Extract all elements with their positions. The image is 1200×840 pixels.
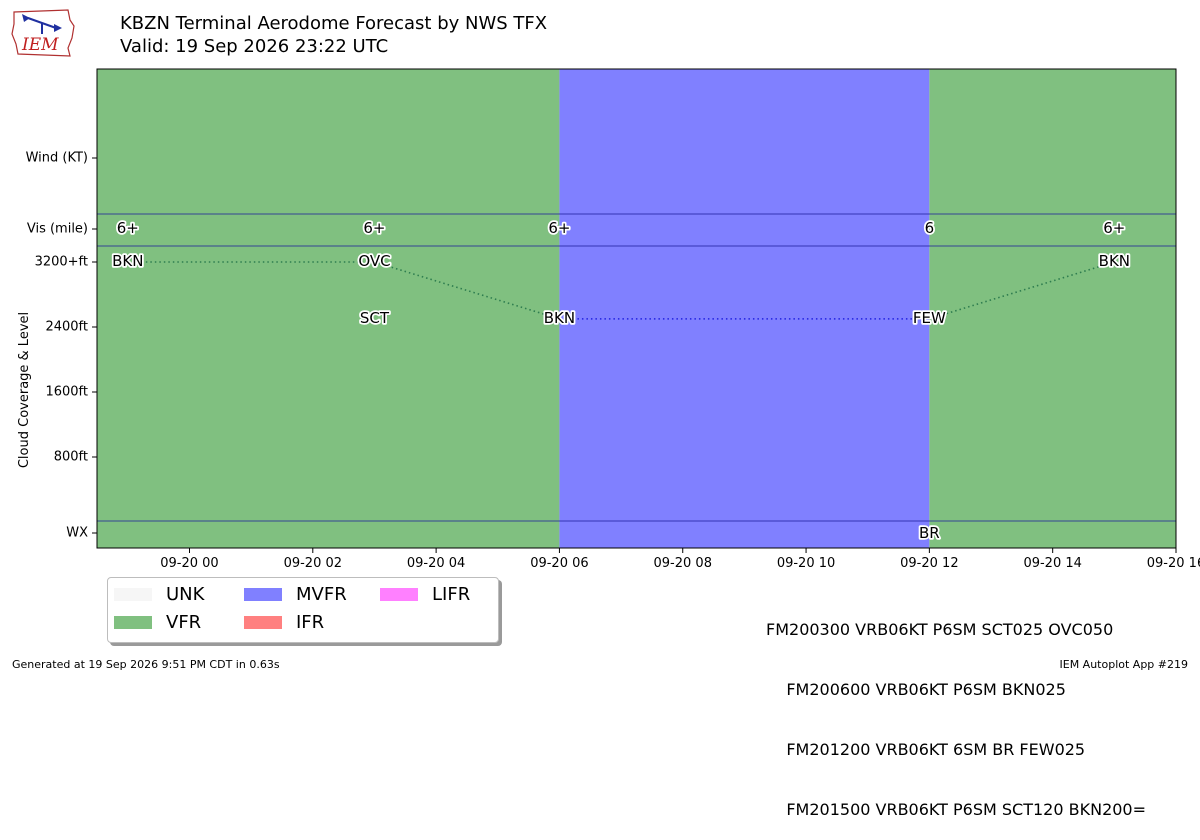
chart-valid-time: Valid: 19 Sep 2026 23:22 UTC bbox=[120, 36, 389, 57]
cloud-connector bbox=[929, 261, 1115, 320]
x-tick-label: 09-20 02 bbox=[284, 556, 342, 571]
taf-line: FM200600 VRB06KT P6SM BKN025 bbox=[766, 680, 1066, 699]
taf-line: FM201200 VRB06KT 6SM BR FEW025 bbox=[766, 740, 1086, 759]
cloud-cover-label: BKN bbox=[112, 252, 143, 270]
legend-swatch-unk bbox=[114, 588, 152, 601]
chart-title-block: KBZN Terminal Aerodome Forecast by NWS T… bbox=[120, 12, 547, 58]
x-tick-label: 09-20 04 bbox=[407, 556, 465, 571]
generated-footer: Generated at 19 Sep 2026 9:51 PM CDT in … bbox=[12, 658, 280, 671]
legend-label-lifr: LIFR bbox=[432, 584, 471, 605]
y-tick-label: 2400ft bbox=[45, 320, 88, 335]
cloud-cover-label: BKN bbox=[1099, 252, 1130, 270]
visibility-label: 6+ bbox=[1103, 219, 1125, 237]
legend-swatch-ifr bbox=[244, 616, 282, 629]
taf-line: FM200300 VRB06KT P6SM SCT025 OVC050 bbox=[766, 620, 1114, 639]
visibility-label: 6 bbox=[925, 219, 935, 237]
cloud-cover-label: BKN bbox=[544, 309, 575, 327]
flight-category-backgrounds bbox=[97, 69, 1176, 548]
legend-item-lifr: LIFR bbox=[380, 584, 470, 605]
x-tick-label: 09-20 06 bbox=[530, 556, 588, 571]
iem-logo: IEM bbox=[11, 9, 75, 57]
y-tick-label: WX bbox=[66, 526, 88, 541]
legend-swatch-vfr bbox=[114, 616, 152, 629]
plot-frame bbox=[96, 68, 1177, 549]
legend-item-mvfr: MVFR bbox=[244, 584, 347, 605]
forecast-labels: 6+ 6+ 6+ 6 6+ BKN OVC SCT BKN FEW BKN BR bbox=[110, 217, 1131, 544]
x-tick-label: 09-20 12 bbox=[900, 556, 958, 571]
legend-label-ifr: IFR bbox=[296, 612, 325, 633]
x-tick-label: 09-20 10 bbox=[777, 556, 835, 571]
visibility-label: 6+ bbox=[363, 219, 385, 237]
legend-label-unk: UNK bbox=[166, 584, 205, 605]
logo-text: IEM bbox=[21, 35, 59, 55]
legend-swatch-mvfr bbox=[244, 588, 282, 601]
visibility-label: 6+ bbox=[117, 219, 139, 237]
y-tick-label: 800ft bbox=[54, 450, 88, 465]
y-axis-label: Cloud Coverage & Level bbox=[17, 312, 32, 468]
weather-label: BR bbox=[919, 524, 940, 542]
legend-label-mvfr: MVFR bbox=[296, 584, 347, 605]
x-axis: 09-20 00 09-20 02 09-20 04 09-20 06 09-20 08… bbox=[160, 548, 1200, 571]
category-band-mvfr bbox=[559, 69, 930, 548]
legend: UNK VFR MVFR IFR LIFR bbox=[107, 577, 499, 643]
cloud-cover-label: SCT bbox=[360, 309, 390, 327]
y-tick-label: 3200+ft bbox=[35, 255, 88, 270]
legend-label-vfr: VFR bbox=[166, 612, 202, 633]
app-footer: IEM Autoplot App #219 bbox=[1059, 658, 1189, 671]
category-band-vfr bbox=[97, 69, 560, 548]
weather-instrument-icon bbox=[22, 14, 62, 34]
cloud-cover-label: OVC bbox=[358, 252, 390, 270]
cloud-connector-lines bbox=[127, 261, 1115, 320]
legend-item-unk: UNK bbox=[114, 584, 204, 605]
row-separators bbox=[97, 213, 1176, 522]
category-band-vfr bbox=[929, 69, 1176, 548]
taf-line: FM201500 VRB06KT P6SM SCT120 BKN200= bbox=[766, 800, 1147, 819]
chart-title: KBZN Terminal Aerodome Forecast by NWS T… bbox=[120, 13, 548, 34]
legend-swatch-lifr bbox=[380, 588, 418, 601]
legend-item-vfr: VFR bbox=[114, 612, 201, 633]
cloud-cover-label: FEW bbox=[913, 309, 946, 327]
raw-taf-text: FM200300 VRB06KT P6SM SCT025 OVC050 FM20… bbox=[766, 580, 1146, 840]
x-tick-label: 09-20 14 bbox=[1023, 556, 1081, 571]
y-axis: Wind (KT) Vis (mile) 3200+ft 2400ft 1600ft 80… bbox=[26, 151, 97, 541]
y-tick-label: Wind (KT) bbox=[26, 151, 88, 166]
legend-item-ifr: IFR bbox=[244, 612, 324, 633]
x-tick-label: 09-20 16 bbox=[1147, 556, 1200, 571]
visibility-label: 6+ bbox=[548, 219, 570, 237]
y-tick-label: Vis (mile) bbox=[27, 222, 88, 237]
x-tick-label: 09-20 00 bbox=[160, 556, 218, 571]
x-tick-label: 09-20 08 bbox=[654, 556, 712, 571]
cloud-connector bbox=[374, 261, 560, 320]
y-tick-label: 1600ft bbox=[45, 385, 88, 400]
